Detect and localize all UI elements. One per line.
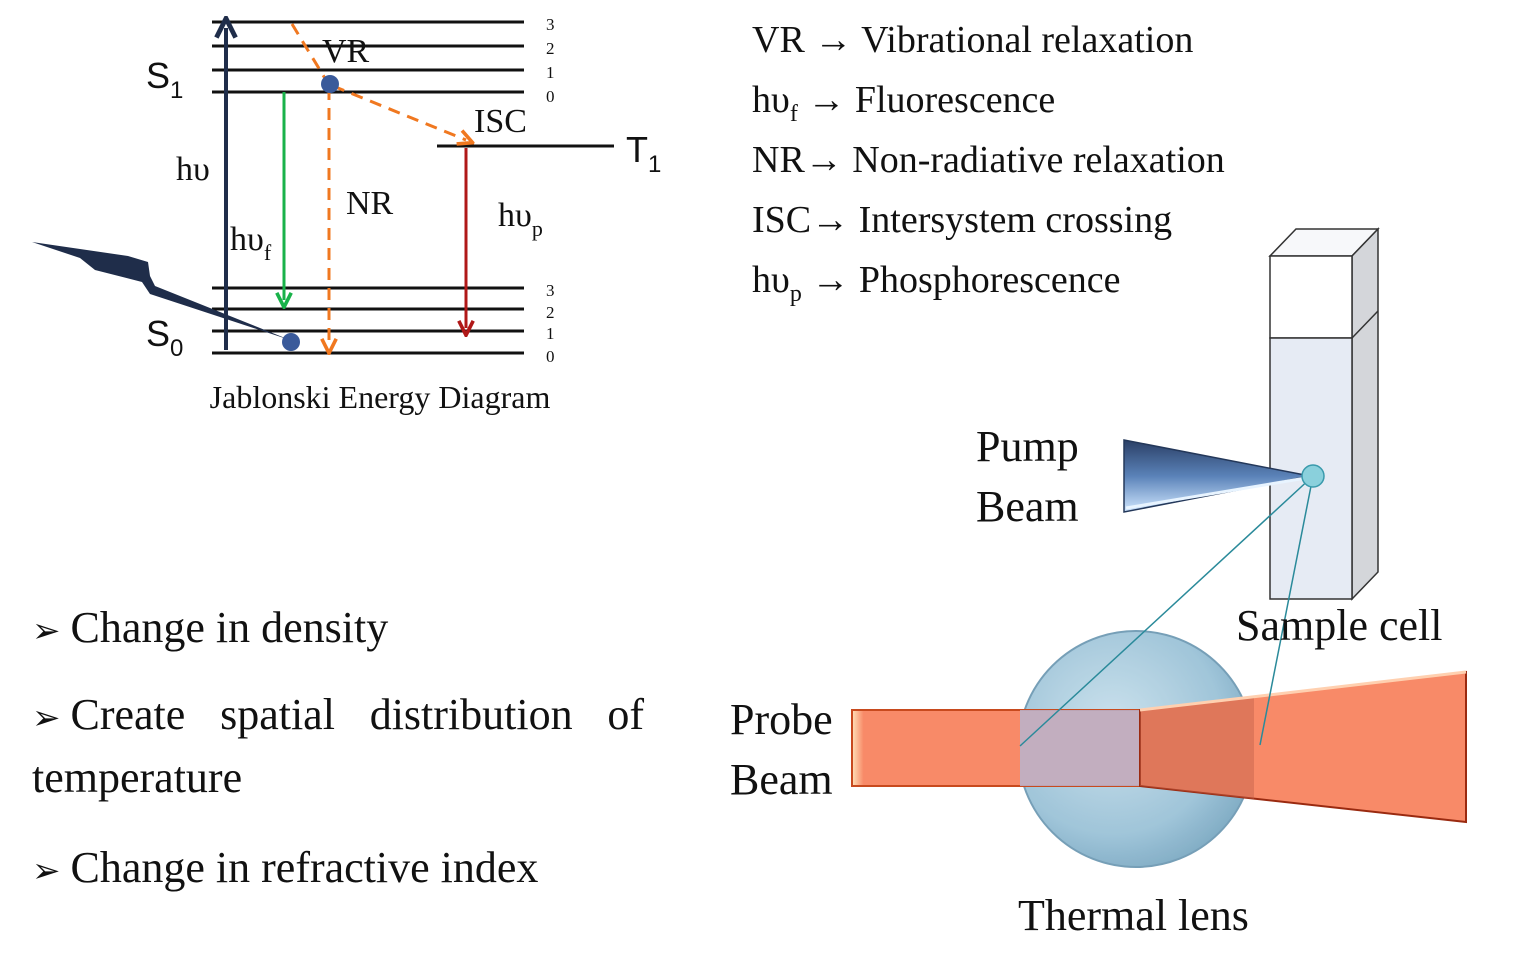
cell-side-divider bbox=[1351, 310, 1379, 339]
pump-beam-label-1: Pump bbox=[976, 422, 1079, 471]
s1-level-num-3: 3 bbox=[546, 15, 555, 34]
s1-level-num-2: 2 bbox=[546, 39, 555, 58]
probe-beam-in-lens bbox=[1020, 710, 1140, 786]
legend-phosphorescence: hυp → Phosphorescence bbox=[752, 259, 1121, 307]
hv-f-label: hυf bbox=[230, 221, 272, 265]
bullet-item: ➢ Change in refractive index bbox=[32, 838, 644, 901]
bullet-item: ➢ Change in density bbox=[32, 598, 644, 661]
legend-nr: NR→ Non-radiative relaxation bbox=[752, 139, 1225, 181]
bullet-arrow-icon: ➢ bbox=[32, 698, 61, 738]
ground-electron bbox=[282, 333, 300, 351]
vr-arrow bbox=[290, 23, 328, 81]
probe-beam-output-shade bbox=[1140, 697, 1254, 799]
hv-label: hυ bbox=[176, 151, 210, 188]
s0-level-num-2: 2 bbox=[546, 303, 555, 322]
pump-beam-highlight bbox=[1125, 476, 1307, 510]
focus-line-right bbox=[1259, 475, 1314, 746]
pump-beam-label-2: Beam bbox=[976, 482, 1079, 531]
s1-label: S1 bbox=[146, 55, 183, 104]
vr-label: VR bbox=[322, 33, 370, 70]
isc-arrow bbox=[332, 84, 466, 140]
s0-level-num-0: 0 bbox=[546, 347, 555, 366]
thermal-lens-setup: Pump Beam Probe Beam Sample cell Thermal… bbox=[730, 227, 1467, 940]
hv-p-label: hυp bbox=[498, 197, 543, 241]
s1-level-num-1: 1 bbox=[546, 63, 555, 82]
legend: VR → Vibrational relaxation hυf → Fluore… bbox=[752, 19, 1225, 307]
isc-label: ISC bbox=[474, 103, 527, 140]
s1-level-num-0: 0 bbox=[546, 87, 555, 106]
sample-cell-label: Sample cell bbox=[1236, 601, 1443, 650]
bullet-arrow-icon: ➢ bbox=[32, 851, 61, 891]
cell-front-upper bbox=[1269, 255, 1353, 339]
probe-beam-edge-highlight bbox=[1139, 670, 1467, 712]
bullet-arrow-icon: ➢ bbox=[32, 611, 61, 651]
bullet-text: Change in density bbox=[70, 603, 389, 652]
focus-line-left bbox=[1019, 475, 1314, 747]
bullet-item: ➢ Create spatial distribution of temperat… bbox=[32, 685, 644, 808]
t1-label: T1 bbox=[626, 129, 661, 178]
jablonski-diagram: 3 2 1 0 3 2 1 0 S1 S0 T1 hυ hυf VR NR IS… bbox=[32, 15, 661, 415]
sample-cell bbox=[1268, 227, 1380, 601]
jablonski-caption: Jablonski Energy Diagram bbox=[210, 379, 551, 415]
probe-beam-label-1: Probe bbox=[730, 695, 833, 744]
legend-fluorescence: hυf → Fluorescence bbox=[752, 79, 1055, 127]
s0-level-num-3: 3 bbox=[546, 281, 555, 300]
bullet-list: ➢ Change in density ➢ Create spatial distr… bbox=[32, 598, 644, 901]
excited-electron bbox=[321, 75, 339, 93]
nr-label: NR bbox=[346, 185, 394, 222]
focal-spot bbox=[1301, 464, 1325, 488]
legend-vr: VR → Vibrational relaxation bbox=[752, 19, 1193, 61]
bullet-text: Change in refractive index bbox=[70, 843, 539, 892]
bullet-text: Create spatial distribution of temperatu… bbox=[32, 690, 644, 802]
legend-isc: ISC→ Intersystem crossing bbox=[752, 199, 1172, 241]
probe-beam-label-2: Beam bbox=[730, 755, 833, 804]
s0-label: S0 bbox=[146, 313, 183, 362]
s0-level-num-1: 1 bbox=[546, 324, 555, 343]
cell-side-face bbox=[1351, 227, 1379, 601]
thermal-lens-label: Thermal lens bbox=[1018, 891, 1249, 940]
